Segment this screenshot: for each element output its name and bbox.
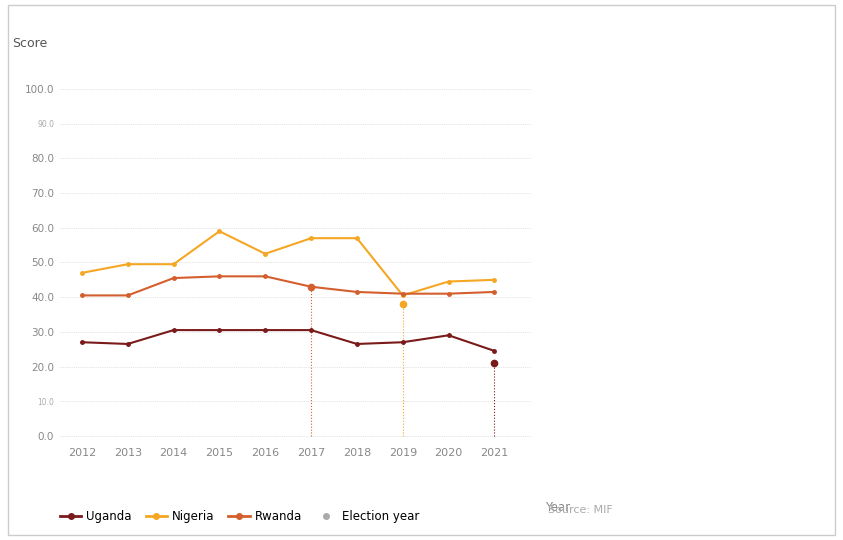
Text: Year: Year [545, 501, 571, 515]
Legend: Uganda, Nigeria, Rwanda, Election year: Uganda, Nigeria, Rwanda, Election year [56, 505, 424, 528]
Text: Source: MIF: Source: MIF [548, 505, 613, 515]
Text: Score: Score [12, 37, 47, 50]
